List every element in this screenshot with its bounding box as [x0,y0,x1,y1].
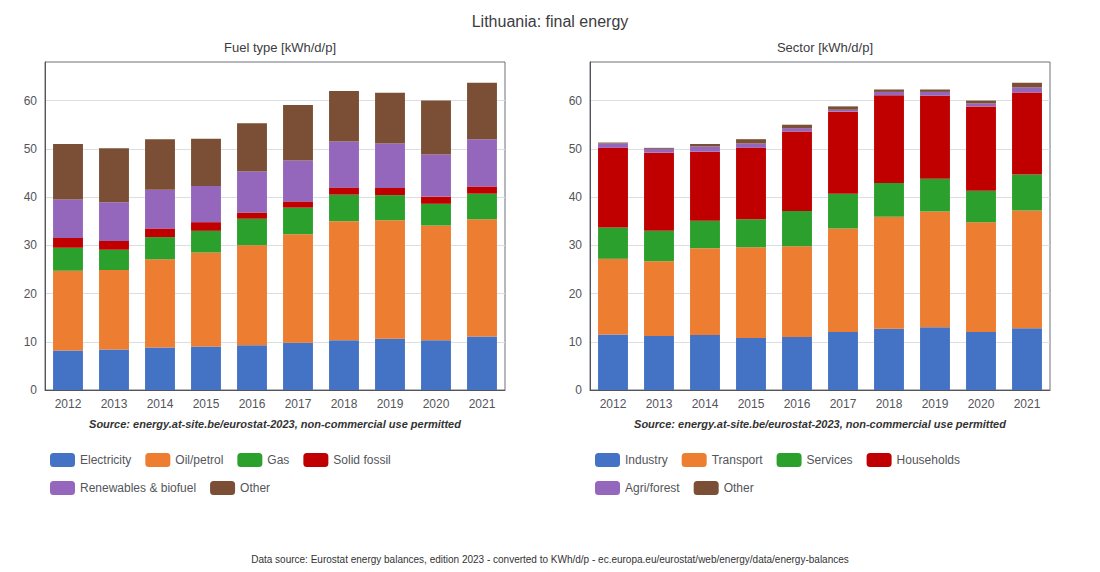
svg-text:2019: 2019 [922,397,949,411]
svg-text:Lithuania: final energy: Lithuania: final energy [472,13,629,30]
svg-text:2019: 2019 [377,397,404,411]
svg-text:50: 50 [24,142,38,156]
svg-text:Fuel type [kWh/d/p]: Fuel type [kWh/d/p] [224,40,336,55]
svg-text:2014: 2014 [147,397,174,411]
svg-text:Electricity: Electricity [80,453,131,467]
svg-text:2021: 2021 [1014,397,1041,411]
svg-text:0: 0 [575,383,582,397]
svg-text:2016: 2016 [784,397,811,411]
svg-text:Solid fossil: Solid fossil [333,453,390,467]
svg-text:0: 0 [30,383,37,397]
svg-text:40: 40 [24,190,38,204]
svg-text:60: 60 [569,94,583,108]
svg-text:30: 30 [24,238,38,252]
svg-text:2016: 2016 [239,397,266,411]
svg-text:30: 30 [569,238,583,252]
svg-text:Data source: Eurostat energy b: Data source: Eurostat energy balances, e… [251,554,849,565]
svg-text:2013: 2013 [101,397,128,411]
svg-text:Sector [kWh/d/p]: Sector [kWh/d/p] [777,40,873,55]
svg-text:Source: energy.at-site.be/euro: Source: energy.at-site.be/eurostat-2023,… [634,418,1006,430]
svg-text:Source: energy.at-site.be/euro: Source: energy.at-site.be/eurostat-2023,… [89,418,461,430]
svg-text:20: 20 [569,287,583,301]
svg-text:2015: 2015 [193,397,220,411]
svg-text:10: 10 [24,335,38,349]
svg-text:10: 10 [569,335,583,349]
svg-text:2014: 2014 [692,397,719,411]
svg-text:2012: 2012 [55,397,82,411]
svg-text:Other: Other [240,481,270,495]
svg-text:40: 40 [569,190,583,204]
svg-text:2012: 2012 [600,397,627,411]
svg-text:Other: Other [724,481,754,495]
svg-text:2017: 2017 [830,397,857,411]
svg-text:2021: 2021 [469,397,496,411]
svg-text:Transport: Transport [712,453,764,467]
svg-text:20: 20 [24,287,38,301]
svg-text:2018: 2018 [876,397,903,411]
svg-text:Households: Households [897,453,960,467]
svg-text:2013: 2013 [646,397,673,411]
svg-text:60: 60 [24,94,38,108]
svg-text:2015: 2015 [738,397,765,411]
svg-text:2018: 2018 [331,397,358,411]
svg-text:Industry: Industry [625,453,668,467]
svg-text:2020: 2020 [968,397,995,411]
svg-text:2017: 2017 [285,397,312,411]
svg-text:Services: Services [807,453,853,467]
svg-text:50: 50 [569,142,583,156]
svg-text:2020: 2020 [423,397,450,411]
svg-text:Renewables & biofuel: Renewables & biofuel [80,481,196,495]
svg-text:Agri/forest: Agri/forest [625,481,680,495]
svg-text:Gas: Gas [267,453,289,467]
svg-text:Oil/petrol: Oil/petrol [175,453,223,467]
